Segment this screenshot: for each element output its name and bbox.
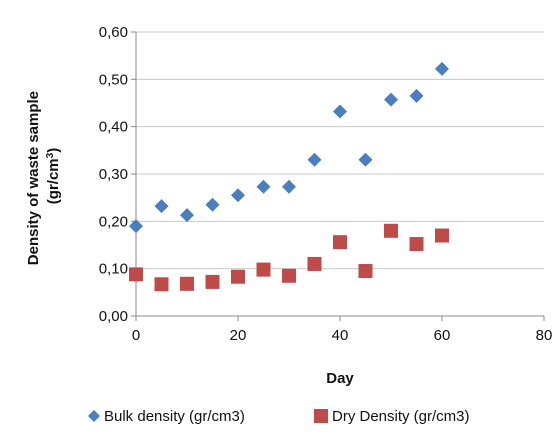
bulk-density-point <box>435 61 449 76</box>
dry-density-point <box>231 269 245 284</box>
y-tick-label: 0,50 <box>99 71 128 88</box>
dry-density-point <box>435 228 449 243</box>
legend-label-bulk-density: Bulk density (gr/cm3) <box>104 407 245 425</box>
bulk-density-point <box>409 88 424 103</box>
y-tick-label: 0,30 <box>99 166 128 183</box>
legend: Bulk density (gr/cm3) Dry Density (gr/cm… <box>0 404 560 428</box>
bulk-density-point <box>384 92 398 107</box>
square-icon <box>314 409 328 423</box>
x-tick-label: 0 <box>132 327 140 344</box>
bulk-density-point <box>256 179 271 194</box>
y-axis-title-superscript: 3 <box>45 152 56 158</box>
y-axis-title-line1: Density of waste sample <box>25 91 42 265</box>
bulk-density-point <box>358 152 373 167</box>
y-axis-title: Density of waste sample (gr/cm3) <box>25 87 62 265</box>
legend-item-bulk-density: Bulk density (gr/cm3) <box>88 404 245 428</box>
bulk-density-point <box>180 208 194 223</box>
dry-density-point <box>333 235 347 250</box>
scatter-chart: 0,00 0,10 0,20 0,30 0,40 0,50 0,60 0 20 40 60 80 Da… <box>25 24 553 387</box>
bulk-density-point <box>307 152 322 167</box>
bulk-density-point <box>231 188 245 203</box>
y-axis-title-line2: (gr/cm <box>45 158 62 204</box>
dry-density-point <box>282 268 296 283</box>
legend-label-dry-density: Dry Density (gr/cm3) <box>332 407 470 425</box>
bulk-density-point <box>129 219 143 234</box>
y-tick-label: 0,40 <box>99 119 128 136</box>
x-axis-title: Day <box>326 370 354 387</box>
dry-density-point <box>154 277 169 292</box>
dry-density-point <box>129 267 143 282</box>
data-marks <box>129 61 449 292</box>
y-tick-label: 0,60 <box>99 24 128 41</box>
dry-density-point <box>256 262 271 277</box>
dry-density-point <box>205 274 220 289</box>
x-tick-label: 80 <box>536 327 553 344</box>
dry-density-point <box>409 237 424 252</box>
legend-item-dry-density: Dry Density (gr/cm3) <box>314 404 470 428</box>
x-tick-label: 20 <box>230 327 247 344</box>
x-tick-label: 60 <box>434 327 451 344</box>
bulk-density-point <box>282 179 296 194</box>
tick-labels: 0,00 0,10 0,20 0,30 0,40 0,50 0,60 0 20 40 60 80 <box>99 24 553 344</box>
bulk-density-point <box>205 197 220 212</box>
y-tick-label: 0,10 <box>99 261 128 278</box>
bulk-density-point <box>333 104 347 119</box>
dry-density-point <box>384 223 398 238</box>
x-tick-label: 40 <box>332 327 349 344</box>
y-tick-label: 0,00 <box>99 308 128 325</box>
dry-density-point <box>307 256 322 271</box>
bulk-density-point <box>154 199 169 214</box>
dry-density-point <box>358 264 373 279</box>
y-axis-title-close: ) <box>45 148 62 153</box>
gridlines <box>136 31 544 270</box>
y-tick-label: 0,20 <box>99 213 128 230</box>
diamond-icon <box>88 410 100 422</box>
dry-density-point <box>180 276 194 291</box>
